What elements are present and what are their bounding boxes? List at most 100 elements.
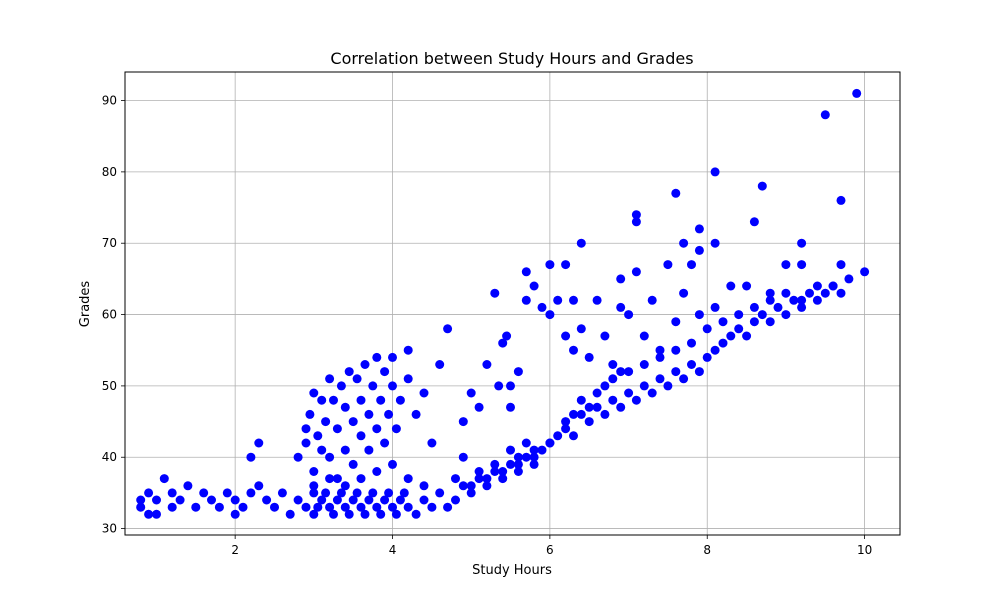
data-point (513, 367, 523, 377)
data-point (183, 481, 193, 491)
data-point (521, 452, 531, 462)
data-point (376, 509, 386, 519)
data-point (781, 310, 791, 320)
data-point (655, 352, 665, 362)
data-point (246, 488, 256, 498)
data-point (352, 488, 362, 498)
data-point (498, 338, 508, 348)
data-point (671, 188, 681, 198)
data-point (207, 495, 216, 505)
data-point (332, 474, 342, 484)
data-point (270, 502, 279, 512)
data-point (348, 459, 358, 469)
data-point (466, 388, 476, 398)
data-point (498, 474, 508, 484)
data-point (372, 467, 382, 476)
data-point (332, 424, 342, 434)
data-point (384, 488, 394, 498)
plot-area-frame (124, 71, 901, 536)
data-point (376, 395, 386, 405)
data-point (584, 402, 594, 412)
data-point (679, 288, 689, 298)
data-point (718, 338, 728, 348)
data-point (569, 345, 578, 355)
data-point (616, 367, 626, 377)
data-point (152, 509, 161, 519)
y-tick-label: 90 (102, 94, 117, 108)
data-point (466, 481, 476, 491)
data-point (443, 324, 453, 334)
data-point (797, 302, 807, 312)
data-point (380, 438, 390, 448)
data-point (561, 417, 571, 427)
data-point (222, 488, 232, 498)
y-tick-label: 40 (102, 450, 117, 464)
data-point (348, 495, 358, 505)
data-point (364, 409, 374, 419)
data-point (199, 488, 209, 498)
data-point (262, 495, 272, 505)
data-point (344, 509, 354, 519)
data-point (427, 502, 437, 512)
data-point (710, 345, 720, 355)
data-point (639, 360, 649, 369)
data-point (852, 88, 862, 98)
data-point (175, 495, 185, 505)
data-point (411, 509, 421, 519)
data-point (679, 238, 689, 248)
data-point (569, 295, 578, 305)
data-point (332, 495, 342, 505)
data-point (734, 310, 744, 320)
data-point (584, 417, 594, 427)
data-point (254, 481, 264, 491)
data-point (545, 438, 555, 448)
data-point (451, 495, 460, 505)
data-point (435, 360, 445, 369)
data-point (749, 317, 759, 327)
data-point (293, 495, 303, 505)
data-point (749, 217, 759, 227)
data-point (317, 445, 327, 455)
data-point (144, 488, 154, 498)
y-tick-label: 30 (102, 522, 117, 536)
data-point (529, 459, 539, 469)
data-point (238, 502, 248, 512)
data-point (694, 245, 704, 255)
data-point (435, 488, 445, 498)
data-point (388, 381, 397, 391)
x-axis-label: Study Hours (472, 563, 552, 578)
data-point (765, 288, 775, 298)
data-point (325, 452, 335, 462)
data-point (360, 360, 370, 369)
data-point (336, 488, 346, 498)
data-point (230, 509, 240, 519)
data-point (726, 331, 736, 341)
data-point (506, 445, 515, 455)
data-point (828, 281, 838, 291)
data-point (718, 317, 728, 327)
data-point (592, 402, 602, 412)
data-point (671, 367, 681, 377)
data-point (317, 495, 327, 505)
data-point (427, 438, 437, 448)
data-point (687, 260, 696, 270)
data-point (301, 502, 311, 512)
data-point (687, 360, 696, 369)
x-tick-label: 4 (389, 543, 397, 557)
data-point (860, 267, 870, 277)
data-point (631, 267, 641, 277)
data-point (537, 302, 547, 312)
data-point (494, 381, 504, 391)
data-point (458, 452, 468, 462)
data-point (191, 502, 201, 512)
y-axis-label: Grades (78, 281, 93, 328)
data-point (403, 374, 413, 384)
data-point (301, 438, 311, 448)
x-axis-ticks: 2 4 6 8 10 (231, 535, 872, 557)
data-point (655, 345, 665, 355)
data-point (391, 509, 401, 519)
data-point (159, 474, 169, 484)
data-point (529, 445, 539, 455)
data-point (576, 395, 586, 405)
